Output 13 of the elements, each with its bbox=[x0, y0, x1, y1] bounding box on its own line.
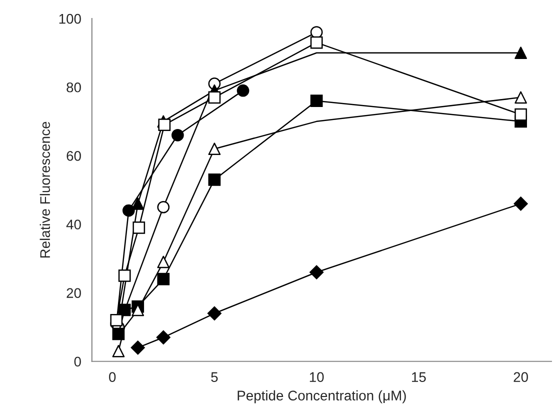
y-tick-label: 0 bbox=[74, 356, 81, 367]
x-tick-label: 20 bbox=[514, 372, 528, 382]
x-tick-label: 10 bbox=[310, 372, 324, 382]
y-axis-title: Relative Fluorescence bbox=[40, 122, 50, 258]
y-tick-label: 60 bbox=[66, 151, 81, 161]
x-tick-label: 0 bbox=[109, 372, 116, 382]
x-tick-label: 15 bbox=[412, 372, 426, 382]
x-axis-title: Peptide Concentration (μM) bbox=[238, 390, 406, 404]
y-tick-label: 20 bbox=[66, 288, 81, 298]
x-tick-label: 5 bbox=[211, 372, 218, 382]
y-tick-label: 40 bbox=[66, 220, 81, 230]
y-tick-label: 100 bbox=[59, 14, 81, 24]
y-tick-label: 80 bbox=[66, 82, 81, 92]
